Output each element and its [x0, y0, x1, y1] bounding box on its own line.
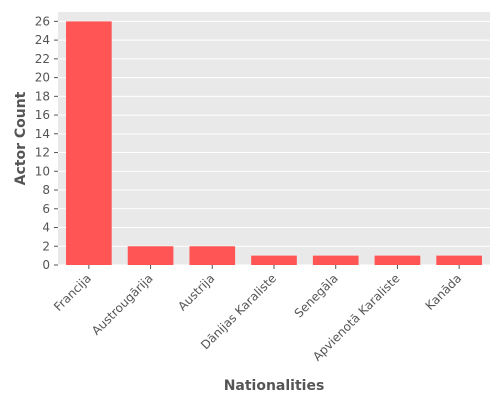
plot-area [58, 12, 490, 265]
x-tick-label: Francija [51, 271, 94, 314]
y-tick-label: 10 [35, 164, 50, 178]
y-tick-label: 16 [35, 108, 50, 122]
y-tick-label: 12 [35, 146, 50, 160]
bar [189, 246, 236, 265]
y-axis-title: Actor Count [13, 91, 29, 185]
x-tick-label: Senegāla [292, 271, 341, 320]
bar [374, 255, 421, 265]
y-tick-label: 6 [42, 202, 50, 216]
grid-lines [58, 20, 490, 266]
x-tick-label: Kanāda [423, 271, 465, 313]
bar [127, 246, 174, 265]
x-tick-label: Austrija [175, 271, 217, 313]
y-tick-label: 8 [42, 183, 50, 197]
bar [251, 255, 297, 265]
y-tick-label: 0 [42, 258, 50, 272]
y-tick-label: 4 [42, 221, 50, 235]
x-tick-label: Austrougārija [89, 271, 156, 338]
x-axis-title: Nationalities [224, 378, 325, 394]
bars [66, 21, 482, 265]
y-tick-label: 24 [35, 33, 50, 47]
bar [436, 255, 482, 265]
y-tick-label: 18 [35, 89, 50, 103]
bar [312, 255, 359, 265]
y-tick-label: 14 [35, 127, 50, 141]
y-tick-label: 20 [35, 71, 50, 85]
bar [66, 21, 112, 265]
y-tick-label: 22 [35, 52, 50, 66]
y-tick-label: 2 [42, 239, 50, 253]
y-tick-label: 26 [35, 14, 50, 28]
